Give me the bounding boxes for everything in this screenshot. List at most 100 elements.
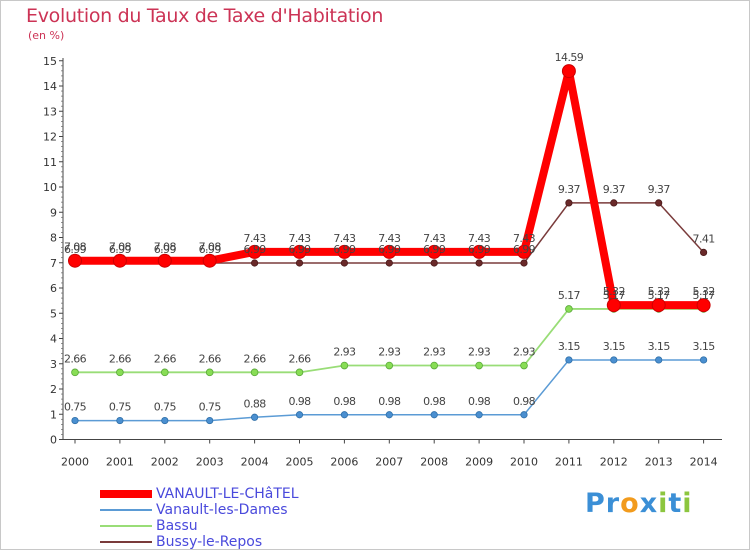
y-tick-label: 1 (50, 408, 57, 421)
legend-swatch (100, 540, 152, 543)
data-point (161, 416, 169, 425)
data-label: 9.37 (603, 183, 626, 196)
x-tick-label: 2014 (690, 456, 718, 469)
y-tick-label: 15 (43, 55, 57, 68)
data-label: 0.75 (154, 401, 177, 414)
data-label: 0.98 (378, 395, 401, 408)
data-label: 0.75 (64, 401, 87, 414)
data-label: 7.43 (468, 232, 491, 245)
data-point (206, 416, 214, 425)
data-label: 0.75 (199, 401, 222, 414)
data-label: 7.08 (154, 241, 177, 254)
data-label: 2.93 (423, 346, 446, 359)
legend-item: Bussy-le-Repos (100, 533, 262, 550)
data-label: 6.99 (378, 243, 401, 256)
data-point (520, 411, 528, 419)
data-label: 3.15 (693, 340, 716, 353)
data-label: 5.32 (693, 285, 715, 298)
y-tick-label: 14 (43, 80, 57, 93)
x-tick-label: 2013 (645, 456, 673, 469)
data-label: 6.99 (333, 243, 356, 256)
data-point (565, 356, 573, 364)
data-point (699, 356, 708, 364)
data-label: 2.66 (64, 352, 87, 365)
data-label: 7.08 (109, 241, 132, 254)
data-label: 7.43 (513, 232, 536, 245)
data-point (112, 253, 127, 268)
data-point (430, 361, 439, 370)
data-point (157, 253, 172, 268)
data-point (385, 411, 393, 419)
logo-letter: i (682, 488, 693, 519)
data-point (610, 356, 618, 364)
legend-swatch (100, 508, 152, 511)
data-label: 9.37 (558, 183, 581, 196)
data-point (116, 416, 124, 425)
data-label: 6.99 (513, 243, 536, 256)
data-point (116, 368, 124, 377)
data-point (655, 356, 663, 364)
data-point (655, 199, 663, 207)
y-tick-label: 8 (50, 232, 57, 245)
y-tick-label: 4 (50, 333, 57, 346)
legend-label: Bussy-le-Repos (156, 533, 263, 550)
data-label: 6.99 (288, 243, 311, 256)
data-label: 6.99 (423, 243, 446, 256)
data-point (606, 298, 621, 313)
y-tick-label: 7 (50, 257, 57, 270)
data-label: 0.98 (333, 395, 356, 408)
logo-letter: P (585, 488, 606, 519)
data-label: 0.98 (423, 395, 446, 408)
data-label: 7.43 (244, 232, 267, 245)
data-point (699, 248, 708, 256)
data-label: 5.17 (603, 289, 626, 302)
data-point (517, 244, 531, 259)
data-label: 7.43 (333, 232, 356, 245)
x-tick-label: 2003 (196, 456, 224, 469)
data-point (202, 253, 217, 268)
data-label: 0.88 (244, 397, 267, 410)
data-label: 2.93 (513, 346, 536, 359)
legend-label: Bassu (156, 517, 198, 534)
data-label: 2.66 (109, 352, 132, 365)
data-label: 2.93 (468, 346, 491, 359)
data-label: 6.99 (109, 243, 132, 256)
data-point (295, 368, 304, 377)
data-label: 2.66 (154, 352, 177, 365)
logo-letter: t (668, 488, 683, 519)
data-label: 2.66 (288, 352, 311, 365)
data-label: 2.66 (199, 352, 222, 365)
data-label: 3.15 (603, 340, 626, 353)
y-tick-label: 13 (43, 105, 57, 118)
x-tick-label: 2004 (241, 456, 269, 469)
data-point (427, 244, 442, 259)
legend-item: Bassu (100, 517, 198, 534)
data-point (565, 199, 573, 207)
data-point (295, 411, 304, 419)
data-point (385, 259, 393, 267)
data-label: 0.75 (109, 401, 132, 414)
data-label: 0.98 (513, 395, 536, 408)
data-point (71, 368, 79, 377)
data-label: 7.43 (378, 232, 401, 245)
y-tick-label: 10 (43, 181, 57, 194)
data-point (205, 368, 214, 377)
data-label: 5.17 (558, 289, 581, 302)
data-point (340, 361, 349, 370)
legend-swatch (100, 524, 152, 527)
data-label: 7.08 (64, 241, 87, 254)
data-point (651, 298, 666, 313)
data-point (520, 259, 528, 267)
data-label: 7.43 (423, 232, 446, 245)
y-tick-label: 5 (50, 307, 57, 320)
logo-letter: o (620, 488, 640, 519)
data-point (472, 244, 487, 259)
data-label: 7.41 (693, 232, 715, 245)
data-point (68, 253, 82, 268)
data-point (385, 361, 394, 370)
x-tick-label: 2000 (61, 456, 89, 469)
data-point (430, 259, 438, 267)
data-label: 6.99 (154, 243, 177, 256)
